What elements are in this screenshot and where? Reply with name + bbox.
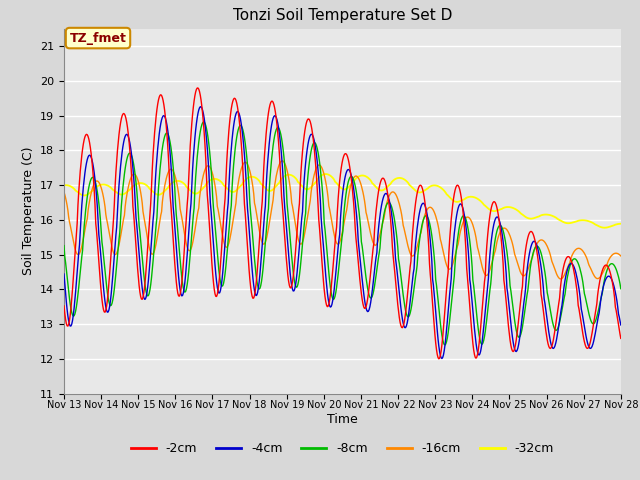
Line: -8cm: -8cm <box>64 122 621 345</box>
-8cm <box>70 313 78 319</box>
-8cm <box>184 276 192 282</box>
-32cm <box>617 221 625 227</box>
-32cm <box>184 185 192 191</box>
-2cm <box>214 287 222 293</box>
-4cm <box>184 241 192 247</box>
-32cm <box>428 183 435 189</box>
-16cm <box>617 253 625 259</box>
-2cm <box>411 206 419 212</box>
-32cm <box>411 187 419 193</box>
-8cm <box>428 228 435 234</box>
-32cm <box>214 177 221 182</box>
-16cm <box>70 242 78 248</box>
-2cm <box>70 264 78 270</box>
-2cm <box>428 280 435 286</box>
-4cm <box>127 150 135 156</box>
Text: TZ_fmet: TZ_fmet <box>70 32 127 45</box>
-2cm <box>435 356 443 362</box>
-8cm <box>411 280 419 286</box>
-16cm <box>184 246 192 252</box>
Legend: -2cm, -4cm, -8cm, -16cm, -32cm: -2cm, -4cm, -8cm, -16cm, -32cm <box>125 437 559 460</box>
Title: Tonzi Soil Temperature Set D: Tonzi Soil Temperature Set D <box>233 9 452 24</box>
-4cm <box>196 104 204 109</box>
-8cm <box>60 243 68 249</box>
Y-axis label: Soil Temperature (C): Soil Temperature (C) <box>22 147 35 276</box>
Line: -16cm: -16cm <box>64 161 621 279</box>
-2cm <box>127 169 135 175</box>
-2cm <box>617 336 625 341</box>
-16cm <box>557 276 564 282</box>
Line: -2cm: -2cm <box>64 88 621 359</box>
-8cm <box>617 286 625 292</box>
-8cm <box>441 342 449 348</box>
-4cm <box>617 322 625 328</box>
-8cm <box>214 260 222 265</box>
-4cm <box>438 356 445 361</box>
-16cm <box>214 204 221 209</box>
-4cm <box>214 288 222 294</box>
Line: -4cm: -4cm <box>64 107 621 359</box>
-16cm <box>411 251 419 256</box>
-16cm <box>278 158 286 164</box>
-4cm <box>411 250 419 256</box>
-4cm <box>428 247 435 253</box>
-2cm <box>60 303 68 309</box>
-8cm <box>200 119 207 125</box>
-2cm <box>194 85 202 91</box>
Line: -32cm: -32cm <box>64 174 621 228</box>
-32cm <box>601 225 609 230</box>
-8cm <box>127 152 135 158</box>
X-axis label: Time: Time <box>327 413 358 426</box>
-16cm <box>127 174 135 180</box>
-16cm <box>60 189 68 195</box>
-32cm <box>70 186 78 192</box>
-32cm <box>60 182 68 188</box>
-32cm <box>127 185 135 191</box>
-4cm <box>60 271 68 277</box>
-32cm <box>322 171 330 177</box>
-2cm <box>184 193 192 199</box>
-16cm <box>428 204 435 210</box>
-4cm <box>70 306 78 312</box>
